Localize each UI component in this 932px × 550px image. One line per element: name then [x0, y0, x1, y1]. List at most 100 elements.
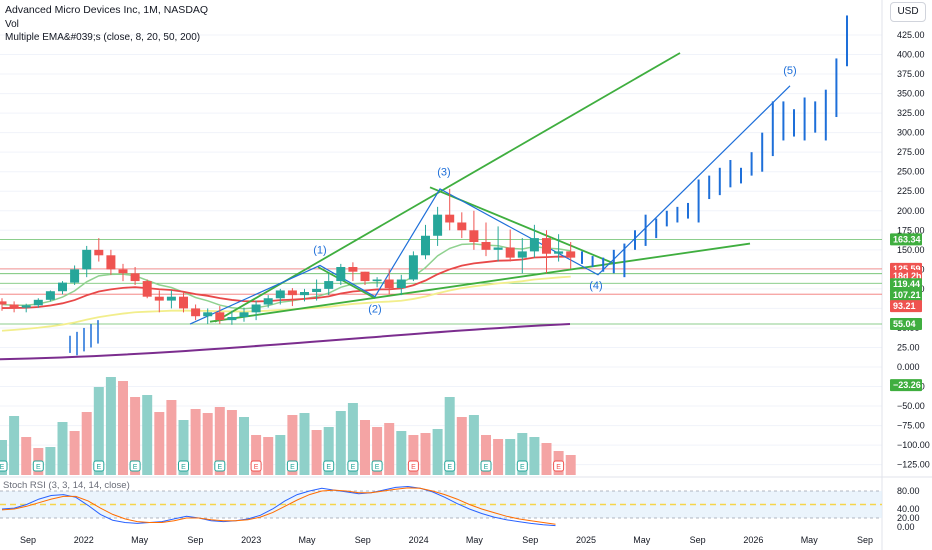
candle-body	[336, 267, 346, 282]
price-badge	[890, 318, 922, 331]
earnings-marker	[250, 460, 262, 472]
earnings-letter: E	[96, 464, 101, 471]
volume-bar	[105, 377, 116, 475]
volume-bar	[456, 417, 467, 475]
earnings-letter: E	[326, 464, 331, 471]
price-tick-label: 275.00	[897, 147, 925, 157]
volume-bar	[0, 440, 7, 475]
ema-50-line	[1, 275, 571, 332]
volume-bar	[335, 411, 346, 475]
price-tick-label: 300.00	[897, 128, 925, 138]
volume-bar	[481, 435, 491, 475]
wave-label: (4)	[589, 280, 602, 292]
candle-body	[421, 235, 430, 256]
candle-body	[493, 247, 503, 250]
price-tick-label: 325.00	[897, 108, 925, 118]
price-tick-label: 250.00	[897, 167, 925, 177]
stoch-d-line	[1, 487, 556, 525]
earnings-letter: E	[411, 464, 416, 471]
volume-indicator-label: Vol	[5, 18, 19, 30]
earnings-marker	[32, 460, 44, 472]
candle-body	[251, 304, 261, 313]
volume-bar	[517, 433, 528, 475]
trendline	[214, 52, 681, 323]
candle-body	[166, 296, 176, 301]
earnings-letter: E	[351, 464, 356, 471]
volume-bar	[287, 415, 298, 475]
trendline	[209, 242, 751, 323]
earnings-letter: E	[290, 464, 295, 471]
time-tick-label: Sep	[690, 535, 706, 545]
volume-bar	[372, 427, 383, 475]
price-badge	[890, 278, 922, 291]
earnings-marker	[129, 460, 141, 472]
candle-body	[275, 290, 285, 299]
candle-body	[408, 255, 418, 280]
chart-legend: Advanced Micro Devices Inc, 1M, NASDAQ V…	[5, 4, 208, 45]
time-tick-label: Sep	[20, 535, 36, 545]
volume-bar	[154, 412, 165, 475]
volume-bar	[420, 433, 431, 475]
earnings-marker	[347, 460, 359, 472]
price-tick-label: 175.00	[897, 225, 925, 235]
volume-bar	[118, 381, 128, 475]
price-badge-label: 107.21	[893, 290, 921, 300]
time-tick-label: Sep	[187, 535, 203, 545]
earnings-marker	[93, 460, 105, 472]
price-tick-label: −50.00	[897, 401, 925, 411]
volume-bar	[299, 413, 310, 475]
candle-body	[203, 312, 213, 317]
ema-indicator-label: Multiple EMA&#039;s (close, 8, 20, 50, 2…	[5, 32, 201, 43]
candle-body	[191, 308, 201, 317]
time-tick-label: 2023	[241, 535, 261, 545]
price-tick-label: 25.00	[897, 342, 920, 352]
earnings-marker	[553, 460, 565, 472]
volume-bar	[444, 397, 455, 475]
earnings-letter: E	[36, 464, 41, 471]
volume-bar	[166, 400, 177, 475]
stoch-tick-label: 0.00	[897, 522, 915, 532]
volume-bar	[190, 409, 201, 475]
price-badge	[890, 233, 922, 246]
earnings-letter: E	[217, 464, 222, 471]
earnings-marker	[407, 460, 419, 472]
ema-8-line	[1, 243, 571, 310]
candle-body	[481, 242, 491, 250]
candle-body	[529, 238, 539, 252]
stoch-tick-label: 40.00	[897, 504, 920, 514]
price-tick-label: 350.00	[897, 89, 925, 99]
earnings-marker	[178, 460, 189, 472]
price-tick-label: 150.00	[897, 245, 925, 255]
candle-body	[215, 312, 225, 321]
volume-bar	[130, 397, 141, 475]
price-axis: 425.00 400.00 375.00 350.00 325.00 300.00 275.…	[890, 30, 930, 532]
volume-bar	[142, 395, 153, 475]
price-tick-label: 425.00	[897, 30, 925, 40]
elliott-wave-path	[189, 85, 791, 325]
earnings-marker	[444, 460, 456, 472]
candle-body	[445, 214, 455, 223]
price-tick-label: −125.00	[897, 460, 930, 470]
price-tick-label: 400.00	[897, 50, 925, 60]
volume-bar	[275, 435, 286, 475]
time-tick-label: 2022	[74, 535, 94, 545]
price-tick-label: 375.00	[897, 69, 925, 79]
candle-body	[396, 279, 406, 289]
candle-body	[94, 249, 104, 256]
stoch-tick-label: 80.00	[897, 486, 920, 496]
symbol-title: Advanced Micro Devices Inc, 1M, NASDAQ	[5, 4, 209, 16]
earnings-letter: E	[254, 464, 259, 471]
earnings-marker	[0, 460, 8, 472]
volume-bar	[21, 437, 32, 475]
time-tick-label: May	[131, 535, 149, 545]
trendline	[317, 266, 376, 300]
earnings-marker	[516, 460, 528, 472]
candle-body	[384, 279, 394, 289]
earnings-letter: E	[0, 464, 5, 471]
candle-body	[130, 273, 140, 282]
volume-bar	[202, 413, 213, 475]
candle-body	[312, 288, 322, 293]
currency-button[interactable]: USD	[890, 2, 926, 22]
price-badge-label: 93.21	[893, 301, 916, 311]
